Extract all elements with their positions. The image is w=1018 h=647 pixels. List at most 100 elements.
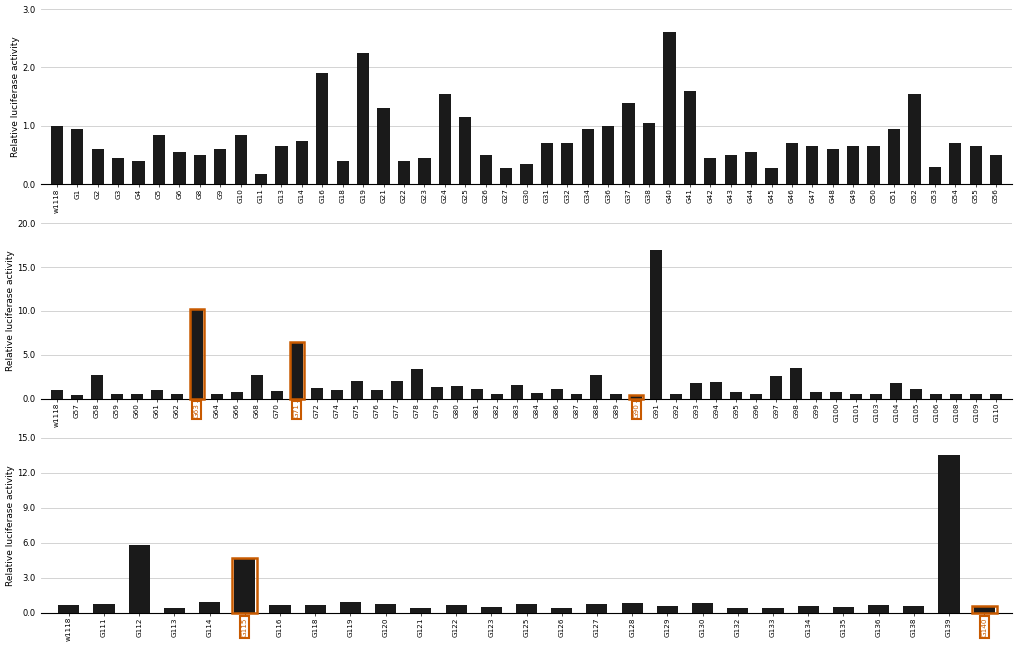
Bar — [766, 168, 778, 184]
Bar — [391, 381, 402, 399]
Bar — [581, 129, 593, 184]
Bar — [888, 129, 900, 184]
Bar — [561, 144, 573, 184]
Bar — [989, 155, 1003, 184]
Bar — [590, 375, 603, 399]
Bar — [234, 135, 246, 184]
Bar — [270, 605, 290, 613]
Bar — [727, 608, 748, 613]
Bar — [833, 607, 854, 613]
Bar — [731, 391, 742, 399]
Bar — [439, 94, 451, 184]
Bar — [58, 606, 79, 613]
Bar — [130, 394, 143, 399]
Bar — [91, 375, 103, 399]
Bar — [970, 394, 982, 399]
Bar — [903, 606, 924, 613]
Bar — [973, 606, 995, 613]
Bar — [630, 395, 642, 399]
Bar — [350, 381, 362, 399]
Bar — [939, 455, 960, 613]
Bar — [340, 602, 361, 613]
Bar — [870, 394, 883, 399]
Bar — [762, 608, 784, 613]
Bar — [479, 155, 492, 184]
Y-axis label: Relative luciferase activity: Relative luciferase activity — [5, 465, 14, 586]
Bar — [491, 394, 503, 399]
Bar — [827, 149, 839, 184]
Bar — [798, 606, 818, 613]
Bar — [692, 603, 714, 613]
Bar — [378, 109, 390, 184]
Bar — [214, 149, 226, 184]
Bar — [451, 386, 462, 399]
Bar — [337, 161, 349, 184]
Bar — [304, 606, 326, 613]
Bar — [431, 388, 443, 399]
Bar — [704, 158, 717, 184]
Bar — [173, 152, 185, 184]
Bar — [446, 606, 466, 613]
Bar — [211, 394, 223, 399]
Bar — [111, 394, 122, 399]
Bar — [891, 383, 903, 399]
Bar — [622, 102, 634, 184]
Bar — [951, 394, 962, 399]
Bar — [232, 558, 258, 613]
Bar — [234, 558, 256, 613]
Bar — [868, 606, 889, 613]
Bar — [684, 91, 696, 184]
Bar — [480, 607, 502, 613]
Bar — [51, 126, 63, 184]
Bar — [629, 395, 643, 399]
Bar — [602, 126, 614, 184]
Bar — [910, 389, 922, 399]
Bar — [750, 394, 762, 399]
Bar — [200, 602, 220, 613]
Bar — [810, 391, 823, 399]
Y-axis label: Relative luciferase activity: Relative luciferase activity — [5, 250, 14, 371]
Bar — [651, 250, 663, 399]
Bar — [611, 394, 622, 399]
Bar — [317, 73, 329, 184]
Bar — [786, 144, 798, 184]
Bar — [276, 146, 288, 184]
Bar — [991, 394, 1003, 399]
Bar — [132, 161, 145, 184]
Bar — [690, 383, 702, 399]
Bar — [375, 604, 396, 613]
Bar — [586, 604, 608, 613]
Bar — [410, 608, 432, 613]
Bar — [530, 393, 543, 399]
Bar — [271, 391, 283, 399]
Bar — [831, 391, 843, 399]
Bar — [94, 604, 114, 613]
Bar — [657, 606, 678, 613]
Bar — [930, 394, 943, 399]
Bar — [790, 368, 802, 399]
Bar — [671, 394, 682, 399]
Bar — [310, 388, 323, 399]
Bar — [193, 155, 206, 184]
Bar — [289, 342, 303, 399]
Bar — [771, 376, 783, 399]
Bar — [190, 309, 203, 399]
Bar — [664, 32, 676, 184]
Bar — [398, 161, 410, 184]
Bar — [643, 123, 656, 184]
Bar — [711, 382, 723, 399]
Bar — [551, 608, 572, 613]
Bar — [806, 146, 818, 184]
Bar — [112, 158, 124, 184]
Bar — [725, 155, 737, 184]
Bar — [290, 342, 302, 399]
Bar — [71, 129, 83, 184]
Bar — [164, 608, 185, 613]
Bar — [972, 606, 997, 613]
Bar — [867, 146, 880, 184]
Bar — [70, 395, 82, 399]
Bar — [250, 375, 263, 399]
Bar — [371, 390, 383, 399]
Bar — [541, 144, 553, 184]
Y-axis label: Relative luciferase activity: Relative luciferase activity — [10, 36, 19, 157]
